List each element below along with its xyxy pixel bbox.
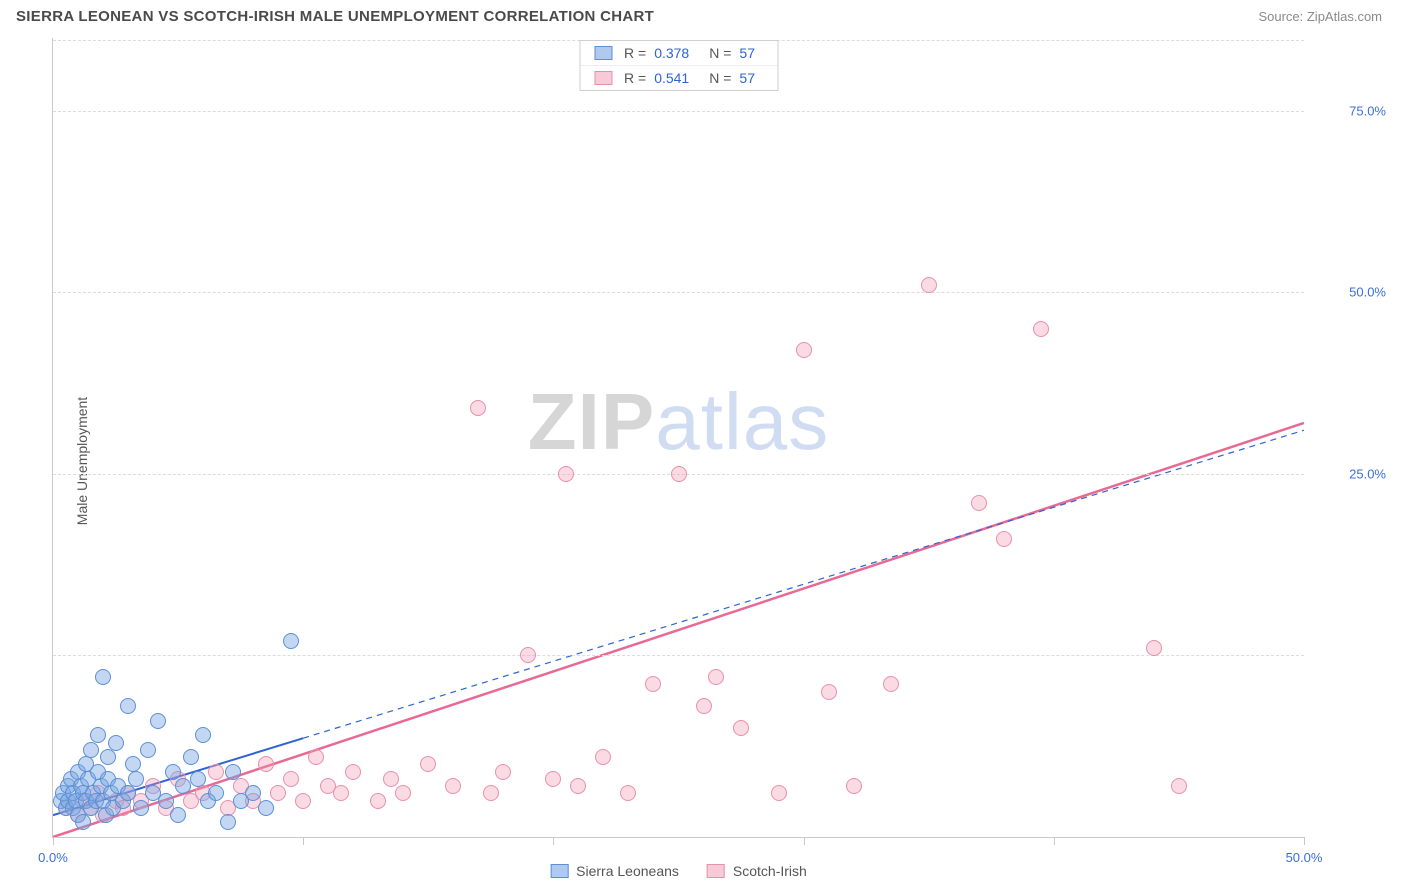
legend-row-pink: R = 0.541 N = 57 — [580, 65, 777, 90]
y-tick-label: 25.0% — [1316, 466, 1386, 481]
data-point-pink — [295, 793, 311, 809]
data-point-pink — [370, 793, 386, 809]
data-point-blue — [245, 785, 261, 801]
data-point-pink — [270, 785, 286, 801]
data-point-pink — [495, 764, 511, 780]
gridline — [53, 111, 1304, 112]
source-attribution: Source: ZipAtlas.com — [1258, 9, 1382, 24]
data-point-blue — [133, 800, 149, 816]
x-tick — [553, 837, 554, 845]
data-point-blue — [125, 756, 141, 772]
legend-series: Sierra Leoneans Scotch-Irish — [550, 863, 807, 879]
data-point-blue — [258, 800, 274, 816]
legend-row-blue: R = 0.378 N = 57 — [580, 41, 777, 65]
data-point-pink — [208, 764, 224, 780]
data-point-pink — [395, 785, 411, 801]
data-point-pink — [558, 466, 574, 482]
data-point-pink — [383, 771, 399, 787]
data-point-pink — [345, 764, 361, 780]
data-point-blue — [208, 785, 224, 801]
swatch-blue-icon — [550, 864, 568, 878]
data-point-blue — [165, 764, 181, 780]
data-point-pink — [733, 720, 749, 736]
legend-correlation: R = 0.378 N = 57 R = 0.541 N = 57 — [579, 40, 778, 91]
data-point-blue — [120, 698, 136, 714]
legend-label: Sierra Leoneans — [576, 863, 679, 879]
data-point-pink — [283, 771, 299, 787]
data-point-blue — [190, 771, 206, 787]
data-point-blue — [158, 793, 174, 809]
swatch-pink-icon — [707, 864, 725, 878]
data-point-pink — [796, 342, 812, 358]
data-point-blue — [150, 713, 166, 729]
legend-item-pink: Scotch-Irish — [707, 863, 807, 879]
data-point-blue — [128, 771, 144, 787]
data-point-pink — [570, 778, 586, 794]
data-point-blue — [140, 742, 156, 758]
legend-label: Scotch-Irish — [733, 863, 807, 879]
data-point-pink — [445, 778, 461, 794]
data-point-pink — [771, 785, 787, 801]
data-point-pink — [620, 785, 636, 801]
data-point-blue — [170, 807, 186, 823]
x-tick-label: 0.0% — [38, 850, 68, 865]
data-point-pink — [846, 778, 862, 794]
data-point-pink — [595, 749, 611, 765]
data-point-blue — [90, 727, 106, 743]
data-point-blue — [283, 633, 299, 649]
data-point-pink — [333, 785, 349, 801]
data-point-pink — [1146, 640, 1162, 656]
data-point-pink — [258, 756, 274, 772]
data-point-pink — [520, 647, 536, 663]
data-point-pink — [883, 676, 899, 692]
chart-title: SIERRA LEONEAN VS SCOTCH-IRISH MALE UNEM… — [16, 8, 654, 25]
data-point-pink — [921, 277, 937, 293]
data-point-pink — [821, 684, 837, 700]
x-tick — [1304, 837, 1305, 845]
data-point-pink — [645, 676, 661, 692]
x-tick — [53, 837, 54, 845]
data-point-blue — [195, 727, 211, 743]
data-point-blue — [95, 669, 111, 685]
data-point-pink — [483, 785, 499, 801]
data-point-blue — [100, 749, 116, 765]
swatch-blue-icon — [594, 46, 612, 60]
data-point-pink — [1033, 321, 1049, 337]
y-tick-label: 50.0% — [1316, 285, 1386, 300]
gridline — [53, 292, 1304, 293]
trendlines — [53, 38, 1304, 837]
legend-item-blue: Sierra Leoneans — [550, 863, 679, 879]
x-tick-label: 50.0% — [1286, 850, 1323, 865]
data-point-blue — [108, 735, 124, 751]
data-point-blue — [75, 814, 91, 830]
plot-area: ZIPatlas R = 0.378 N = 57 R = 0.541 N = … — [52, 38, 1304, 838]
x-tick — [804, 837, 805, 845]
swatch-pink-icon — [594, 71, 612, 85]
data-point-pink — [470, 400, 486, 416]
data-point-blue — [225, 764, 241, 780]
data-point-blue — [120, 785, 136, 801]
data-point-blue — [183, 749, 199, 765]
gridline — [53, 655, 1304, 656]
y-tick-label: 75.0% — [1316, 103, 1386, 118]
data-point-pink — [308, 749, 324, 765]
data-point-pink — [671, 466, 687, 482]
chart-container: Male Unemployment ZIPatlas R = 0.378 N =… — [24, 38, 1392, 884]
data-point-pink — [708, 669, 724, 685]
x-tick — [303, 837, 304, 845]
data-point-pink — [420, 756, 436, 772]
data-point-pink — [1171, 778, 1187, 794]
watermark: ZIPatlas — [528, 376, 829, 468]
data-point-pink — [545, 771, 561, 787]
data-point-pink — [971, 495, 987, 511]
data-point-pink — [996, 531, 1012, 547]
data-point-blue — [175, 778, 191, 794]
data-point-blue — [83, 742, 99, 758]
data-point-blue — [220, 814, 236, 830]
x-tick — [1054, 837, 1055, 845]
data-point-pink — [696, 698, 712, 714]
